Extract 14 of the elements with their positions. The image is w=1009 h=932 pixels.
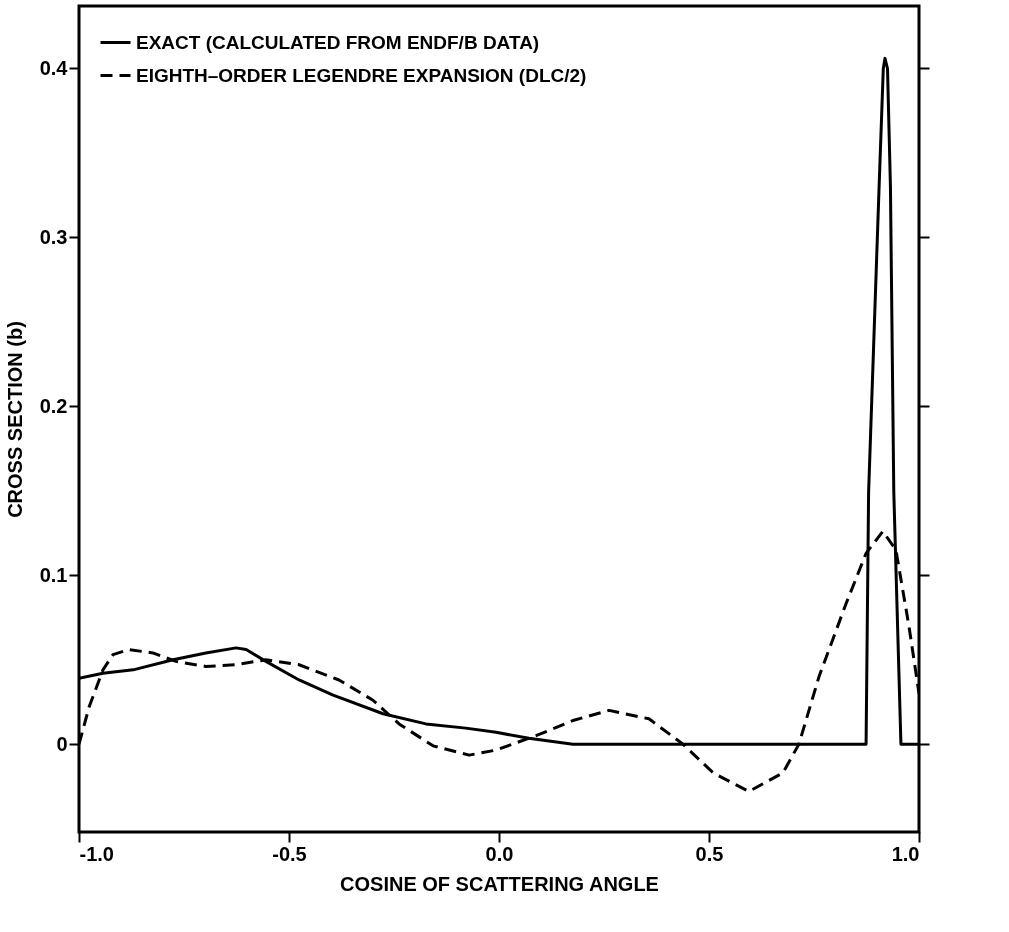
y-axis-title: CROSS SECTION (b): [3, 321, 26, 518]
x-tick-label: -0.5: [272, 842, 307, 865]
x-tick-label: 0.5: [695, 842, 724, 865]
legend-label: EIGHTH–ORDER LEGENDRE EXPANSION (DLC/2): [136, 64, 587, 86]
x-tick-label: 1.0: [891, 842, 920, 865]
x-axis-title: COSINE OF SCATTERING ANGLE: [340, 872, 659, 895]
y-tick-label: 0.3: [39, 225, 68, 248]
x-tick-label: 0.0: [485, 842, 514, 865]
x-tick-label: -1.0: [79, 842, 114, 865]
y-tick-label: 0.4: [39, 57, 69, 79]
y-tick-label: 0.2: [39, 394, 68, 417]
legend-label: EXACT (CALCULATED FROM ENDF/B DATA): [136, 31, 540, 53]
y-tick-label: 0.1: [39, 563, 68, 586]
y-tick-label: 0: [56, 732, 68, 755]
